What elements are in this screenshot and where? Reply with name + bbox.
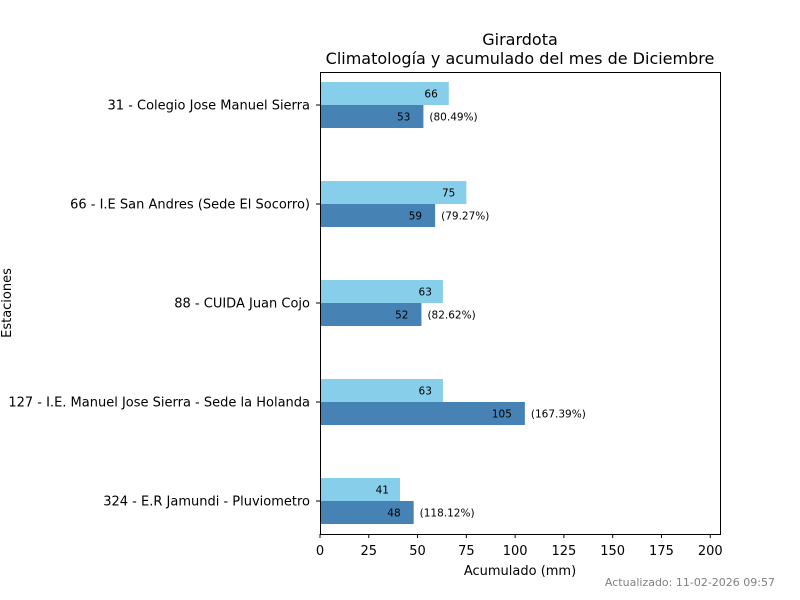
bar-percent-label: (118.12%): [420, 508, 475, 520]
y-tick-label: 127 - I.E. Manuel Jose Sierra - Sede la …: [8, 396, 310, 411]
bar-acumulado: [320, 402, 525, 425]
x-tick-label: 200: [698, 544, 723, 559]
bars-group: 66 53 (80.49%) 75 59 (79.27%) 63 52 (82.62%) 63 10…: [320, 82, 586, 524]
x-tick-label: 150: [600, 544, 625, 559]
bar-percent-label: (79.27%): [441, 211, 489, 223]
bar-label-climatologia: 75: [442, 188, 455, 200]
x-axis-label: Acumulado (mm): [464, 564, 576, 579]
bar-climatologia: [320, 478, 400, 501]
bar-label-acumulado: 59: [409, 211, 422, 223]
bar-acumulado: [320, 501, 414, 524]
bar-percent-label: (80.49%): [429, 112, 477, 124]
bar-label-acumulado: 52: [395, 310, 408, 322]
x-tick-label: 100: [503, 544, 528, 559]
y-axis-label: Estaciones: [0, 268, 15, 338]
bar-climatologia: [320, 181, 467, 204]
bar-label-acumulado: 105: [492, 409, 512, 421]
updated-timestamp: Actualizado: 11-02-2026 09:57: [605, 576, 775, 589]
plot-frame: [320, 72, 721, 535]
bar-label-climatologia: 63: [419, 386, 432, 398]
x-tick-label: 175: [649, 544, 674, 559]
x-tick-label: 75: [458, 544, 475, 559]
y-ticks-group: 31 - Colegio Jose Manuel Sierra 66 - I.E …: [8, 99, 320, 510]
bar-climatologia: [320, 280, 443, 303]
bar-label-climatologia: 41: [376, 485, 389, 497]
x-tick-label: 125: [551, 544, 576, 559]
bar-label-climatologia: 66: [424, 89, 438, 101]
x-ticks-group: 0 25 50 75 100 125 150 175 200: [316, 534, 723, 559]
x-tick-label: 0: [316, 544, 324, 559]
bar-acumulado: [320, 204, 436, 227]
bar-acumulado: [320, 303, 422, 326]
bar-percent-label: (82.62%): [427, 310, 475, 322]
bar-climatologia: [320, 82, 449, 105]
bar-label-climatologia: 63: [419, 287, 432, 299]
bar-label-acumulado: 53: [397, 112, 410, 124]
bar-acumulado: [320, 105, 424, 128]
x-tick-label: 25: [361, 544, 378, 559]
y-tick-label: 324 - E.R Jamundi - Pluviometro: [103, 495, 310, 510]
y-tick-label: 31 - Colegio Jose Manuel Sierra: [108, 99, 310, 114]
y-tick-label: 88 - CUIDA Juan Cojo: [174, 297, 310, 312]
y-tick-label: 66 - I.E San Andres (Sede El Socorro): [70, 198, 310, 213]
bar-percent-label: (167.39%): [531, 409, 586, 421]
chart-title: Girardota: [482, 30, 558, 49]
chart-subtitle: Climatología y acumulado del mes de Dici…: [326, 49, 715, 68]
bar-climatologia: [320, 379, 443, 402]
bar-label-acumulado: 48: [387, 508, 400, 520]
x-tick-label: 50: [409, 544, 426, 559]
